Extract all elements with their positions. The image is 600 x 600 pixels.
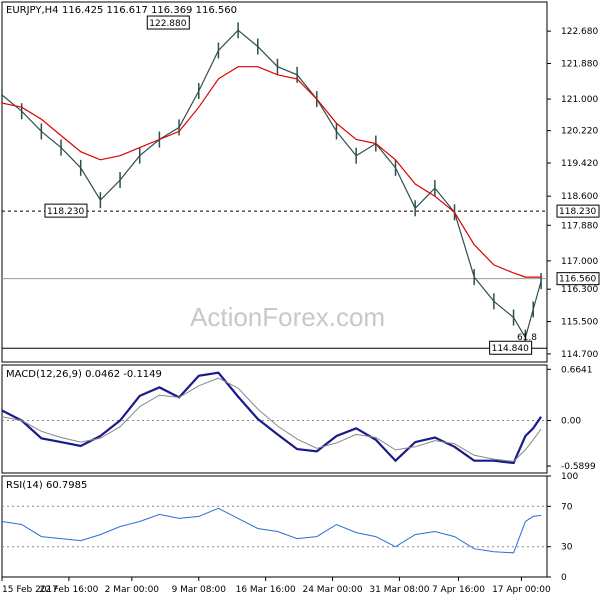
price-ytick-label: 121.000 <box>561 95 598 105</box>
price-annotation-box <box>489 340 533 355</box>
price-level-axis-label: 116.560 <box>559 275 596 285</box>
panel-frames <box>1 1 548 578</box>
price-annotation-box <box>146 15 190 30</box>
macd-signal-line <box>1 377 542 462</box>
price-ytick-label: 118.600 <box>561 192 598 202</box>
price-ytick-label: 121.880 <box>561 59 598 69</box>
price-title: EURJPY,H4 <box>6 5 59 16</box>
x-tick-label: 31 Mar 08:00 <box>369 585 429 595</box>
rsi-ytick-label: 30 <box>561 543 573 553</box>
price-series-line <box>1 29 542 340</box>
rsi-ytick-label: 70 <box>561 502 573 512</box>
grid-lines <box>1 30 551 581</box>
price-ytick-label: 120.220 <box>561 127 598 137</box>
price-ytick-label: 116.300 <box>561 285 598 295</box>
x-tick-label: 17 Apr 00:00 <box>492 585 551 595</box>
panel-frame-2 <box>1 475 548 578</box>
x-tick-label: 16 Mar 16:00 <box>236 585 296 595</box>
panel-frame-1 <box>1 364 548 474</box>
rsi-title: RSI(14) 60.7985 <box>6 480 87 491</box>
price-ytick-label: 114.700 <box>561 350 598 360</box>
chart-labels: 122.680 121.880 121.000 120.220 119.420 118.6… <box>2 5 600 595</box>
x-tick-label: 22 Feb 16:00 <box>39 585 98 595</box>
fib-label: 61.8 <box>517 333 537 343</box>
macd-title: MACD(12,26,9) 0.0462 -0.1149 <box>6 369 162 380</box>
x-tick-label: 9 Mar 08:00 <box>172 585 227 595</box>
price-ytick-label: 122.680 <box>561 27 598 37</box>
price-annotation-label: 122.880 <box>149 19 186 29</box>
chart-marks <box>1 22 547 554</box>
panel-frame-0 <box>1 1 548 363</box>
rsi-line <box>1 507 542 554</box>
price-ytick-label: 117.880 <box>561 221 598 231</box>
x-tick-label: 2 Mar 00:00 <box>105 585 160 595</box>
macd-ytick-label: 0.00 <box>561 417 581 427</box>
price-annotation-label: 114.840 <box>492 344 529 354</box>
price-level-axis-box <box>556 272 600 286</box>
ma-series-line <box>1 66 542 278</box>
price-ytick-label: 115.500 <box>561 318 598 328</box>
x-tick-label: 15 Feb 2017 <box>2 585 58 595</box>
rsi-ytick-label: 0 <box>561 573 567 583</box>
price-ytick-label: 119.420 <box>561 159 598 169</box>
macd-line <box>1 371 543 465</box>
macd-ytick-label: 0.6641 <box>561 365 593 375</box>
watermark: ActionForex.com <box>190 302 385 332</box>
price-level-axis-label: 118.230 <box>559 207 596 217</box>
x-tick-label: 24 Mar 00:00 <box>302 585 362 595</box>
price-ytick-label: 117.000 <box>561 257 598 267</box>
macd-ytick-label: -0.5899 <box>561 462 596 472</box>
price-level-axis-box <box>556 204 600 218</box>
price-annotation-label: 118.230 <box>47 207 84 217</box>
price-annotation-box <box>44 203 88 218</box>
ohlc-header: 116.425 116.617 116.369 116.560 <box>62 5 237 16</box>
rsi-ytick-label: 100 <box>561 472 578 482</box>
x-tick-label: 7 Apr 16:00 <box>432 585 485 595</box>
